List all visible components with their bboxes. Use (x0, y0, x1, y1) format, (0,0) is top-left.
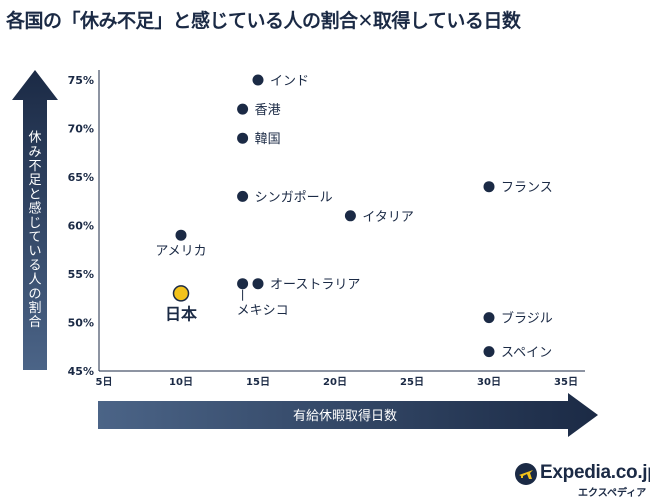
point-label: 日本 (165, 304, 197, 323)
x-tick-label: 20日 (323, 376, 347, 388)
point-label: インド (270, 74, 309, 89)
point-label: 韓国 (255, 132, 281, 147)
plane-logo-icon (515, 463, 537, 485)
y-tick-label: 45% (68, 365, 94, 378)
point-label: アメリカ (155, 244, 206, 259)
point-label: 香港 (255, 103, 281, 118)
data-point (483, 312, 495, 324)
data-point (252, 74, 264, 86)
point-label: シンガポール (255, 190, 333, 205)
y-axis-arrow (12, 70, 58, 370)
data-point (483, 346, 495, 358)
point-label: フランス (501, 181, 553, 196)
logo-name: Expedia.co.jp (540, 462, 650, 483)
x-tick-label: 5日 (96, 376, 113, 388)
y-tick-label: 60% (68, 220, 94, 233)
x-tick-label: 25日 (400, 376, 424, 388)
data-point (237, 103, 249, 115)
y-tick-label: 55% (68, 268, 94, 281)
x-tick-label: 10日 (169, 376, 193, 388)
chart-title: 各国の「休み不足」と感じている人の割合✕取得している日数 (6, 10, 521, 32)
point-label: メキシコ (237, 304, 289, 319)
point-label: オーストラリア (270, 278, 360, 293)
logo-subtitle: エクスペディア (578, 488, 647, 499)
data-point (175, 229, 187, 241)
x-tick-label: 15日 (246, 376, 270, 388)
data-point (344, 210, 356, 222)
y-tick-label: 65% (68, 171, 94, 184)
data-point (237, 190, 249, 202)
x-axis-arrow (98, 393, 598, 437)
data-point (483, 181, 495, 193)
y-tick-label: 75% (68, 74, 94, 87)
data-point-highlight (172, 285, 190, 302)
data-point (237, 132, 249, 144)
expedia-logo: Expedia.co.jp エクスペディア (514, 462, 650, 499)
x-tick-label: 35日 (554, 376, 578, 388)
x-tick-label: 30日 (477, 376, 501, 388)
point-label: イタリア (362, 210, 413, 225)
point-label: ブラジル (501, 311, 553, 327)
y-tick-label: 70% (68, 123, 94, 136)
x-axis-label: 有給休暇取得日数 (293, 408, 397, 424)
data-point (237, 278, 249, 290)
y-axis-label: 休み不足と感じている人の割合 (28, 131, 41, 331)
data-point (252, 278, 264, 290)
point-label: スペイン (501, 346, 552, 361)
y-tick-label: 50% (68, 317, 94, 330)
